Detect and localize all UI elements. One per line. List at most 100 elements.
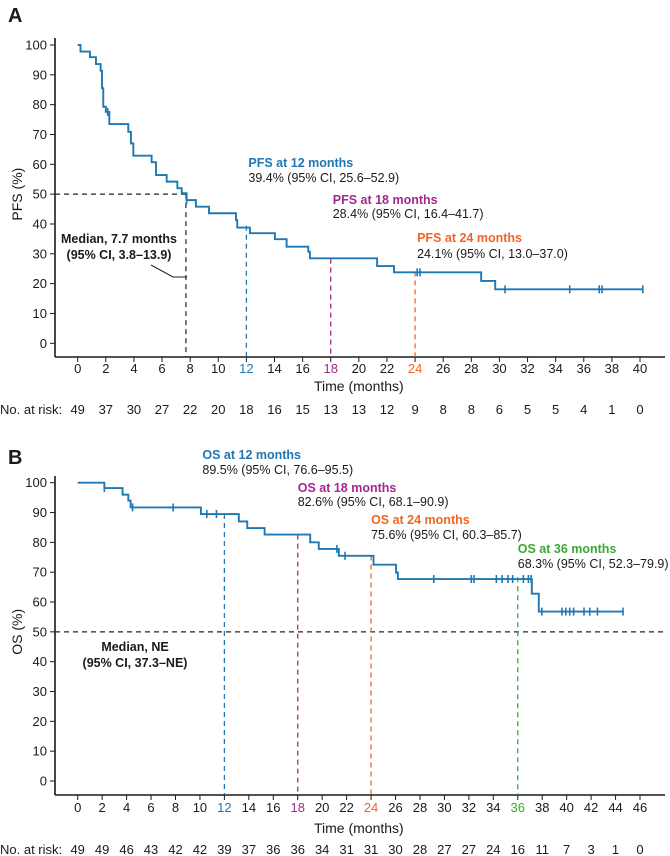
- risk-count: 1: [612, 842, 619, 856]
- x-tick-label: 40: [633, 361, 647, 376]
- landmark-title-18: OS at 18 months: [298, 481, 397, 495]
- y-tick-label: 40: [33, 216, 47, 231]
- risk-count: 0: [636, 842, 643, 856]
- risk-count: 49: [95, 842, 109, 856]
- y-tick-label: 10: [33, 744, 47, 759]
- y-tick-label: 80: [33, 535, 47, 550]
- x-tick-label: 40: [559, 800, 573, 815]
- landmark-value-12: 39.4% (95% CI, 25.6–52.9): [248, 171, 399, 185]
- landmark-value-18: 82.6% (95% CI, 68.1–90.9): [298, 495, 449, 509]
- y-tick-label: 20: [33, 276, 47, 291]
- x-tick-label: 12: [239, 361, 253, 376]
- risk-count: 16: [511, 842, 525, 856]
- y-tick-label: 70: [33, 565, 47, 580]
- median-label: Median, NE: [101, 640, 168, 654]
- y-tick-label: 0: [40, 336, 47, 351]
- y-tick-label: 80: [33, 97, 47, 112]
- x-tick-label: 10: [193, 800, 207, 815]
- x-tick-label: 8: [187, 361, 194, 376]
- risk-count: 12: [380, 402, 394, 417]
- x-tick-label: 24: [408, 361, 422, 376]
- risk-count: 37: [242, 842, 256, 856]
- y-tick-label: 60: [33, 595, 47, 610]
- risk-count: 6: [496, 402, 503, 417]
- risk-count: 8: [440, 402, 447, 417]
- x-tick-label: 26: [436, 361, 450, 376]
- risk-table-label: No. at risk:: [0, 842, 62, 856]
- risk-count: 30: [388, 842, 402, 856]
- x-tick-label: 38: [605, 361, 619, 376]
- landmark-value-18: 28.4% (95% CI, 16.4–41.7): [333, 207, 484, 221]
- x-tick-label: 12: [217, 800, 231, 815]
- y-tick-label: 10: [33, 306, 47, 321]
- x-tick-label: 6: [147, 800, 154, 815]
- x-tick-label: 0: [74, 361, 81, 376]
- x-tick-label: 32: [462, 800, 476, 815]
- risk-count: 4: [580, 402, 587, 417]
- x-tick-label: 6: [158, 361, 165, 376]
- landmark-title-24: PFS at 24 months: [417, 231, 522, 245]
- x-tick-label: 18: [290, 800, 304, 815]
- risk-count: 46: [119, 842, 133, 856]
- x-tick-label: 32: [520, 361, 534, 376]
- x-tick-label: 26: [388, 800, 402, 815]
- panel-label: B: [8, 447, 22, 469]
- y-tick-label: 90: [33, 505, 47, 520]
- risk-count: 13: [352, 402, 366, 417]
- risk-count: 5: [524, 402, 531, 417]
- x-tick-label: 20: [315, 800, 329, 815]
- x-axis-title: Time (months): [314, 820, 404, 836]
- x-tick-label: 14: [267, 361, 281, 376]
- x-tick-label: 4: [130, 361, 137, 376]
- landmark-value-12: 89.5% (95% CI, 76.6–95.5): [202, 463, 353, 477]
- risk-count: 27: [155, 402, 169, 417]
- y-tick-label: 70: [33, 127, 47, 142]
- risk-count: 9: [411, 402, 418, 417]
- x-tick-label: 36: [511, 800, 525, 815]
- x-tick-label: 2: [102, 361, 109, 376]
- x-tick-label: 8: [172, 800, 179, 815]
- x-tick-label: 4: [123, 800, 130, 815]
- landmark-title-18: PFS at 18 months: [333, 193, 438, 207]
- x-axis-title: Time (months): [314, 378, 404, 394]
- risk-count: 39: [217, 842, 231, 856]
- risk-count: 24: [486, 842, 500, 856]
- median-ci-label: (95% CI, 3.8–13.9): [67, 248, 172, 262]
- km-curve-pfs: [77, 44, 643, 291]
- risk-count: 49: [70, 402, 84, 417]
- landmark-title-12: PFS at 12 months: [248, 156, 353, 170]
- y-tick-label: 0: [40, 774, 47, 789]
- y-tick-label: 90: [33, 67, 47, 82]
- risk-count: 31: [364, 842, 378, 856]
- risk-count: 20: [211, 402, 225, 417]
- x-tick-label: 24: [364, 800, 378, 815]
- x-tick-label: 0: [74, 800, 81, 815]
- landmark-title-36: OS at 36 months: [518, 542, 617, 556]
- risk-count: 8: [468, 402, 475, 417]
- km-curve-os: [77, 481, 624, 613]
- risk-count: 7: [563, 842, 570, 856]
- risk-table-label: No. at risk:: [0, 402, 62, 417]
- y-tick-label: 40: [33, 654, 47, 669]
- risk-count: 5: [552, 402, 559, 417]
- y-axis-title: PFS (%): [9, 168, 25, 221]
- risk-count: 3: [587, 842, 594, 856]
- risk-count: 34: [315, 842, 329, 856]
- risk-count: 15: [295, 402, 309, 417]
- y-tick-label: 50: [33, 624, 47, 639]
- risk-count: 18: [239, 402, 253, 417]
- risk-count: 1: [608, 402, 615, 417]
- median-label: Median, 7.7 months: [61, 232, 177, 246]
- x-tick-label: 14: [242, 800, 256, 815]
- risk-count: 13: [324, 402, 338, 417]
- y-tick-label: 100: [25, 475, 47, 490]
- risk-count: 36: [290, 842, 304, 856]
- x-tick-label: 10: [211, 361, 225, 376]
- y-axis-title: OS (%): [9, 609, 25, 655]
- x-tick-label: 22: [339, 800, 353, 815]
- risk-count: 0: [636, 402, 643, 417]
- x-tick-label: 20: [352, 361, 366, 376]
